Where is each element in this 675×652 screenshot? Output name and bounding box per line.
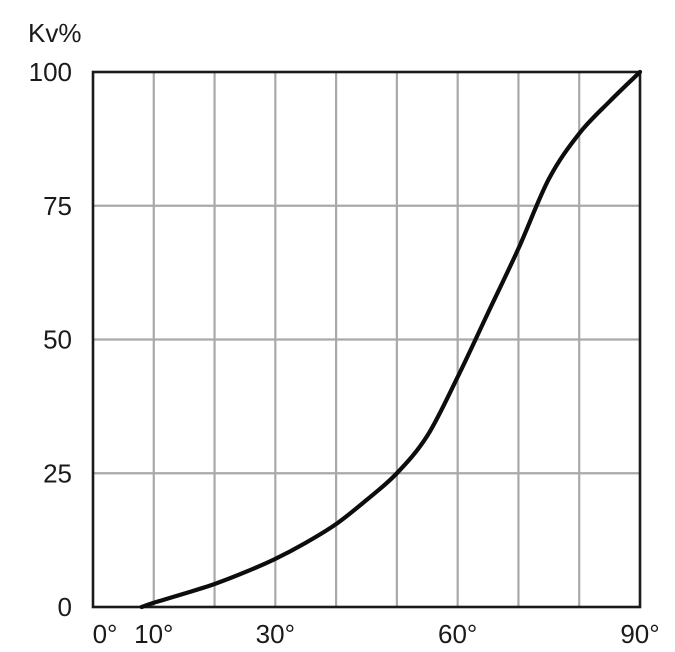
y-tick-label: 50 xyxy=(43,325,72,355)
x-tick-label: 30° xyxy=(256,619,295,649)
x-tick-label: 0° xyxy=(93,619,118,649)
x-tick-label: 60° xyxy=(438,619,477,649)
x-tick-labels: 0° 10° 30° 60° 90° xyxy=(93,619,660,649)
series-line xyxy=(139,69,643,610)
y-tick-label: 100 xyxy=(29,57,72,87)
plot-frame xyxy=(91,70,642,609)
x-tick-label: 90° xyxy=(620,619,659,649)
y-tick-labels: 0 25 50 75 100 xyxy=(29,57,72,622)
y-tick-label: 75 xyxy=(43,191,72,221)
x-tick-label: 10° xyxy=(134,619,173,649)
y-tick-label: 0 xyxy=(58,592,72,622)
y-tick-label: 25 xyxy=(43,458,72,488)
y-axis-label: Kv% xyxy=(28,18,81,48)
grid xyxy=(93,72,640,607)
